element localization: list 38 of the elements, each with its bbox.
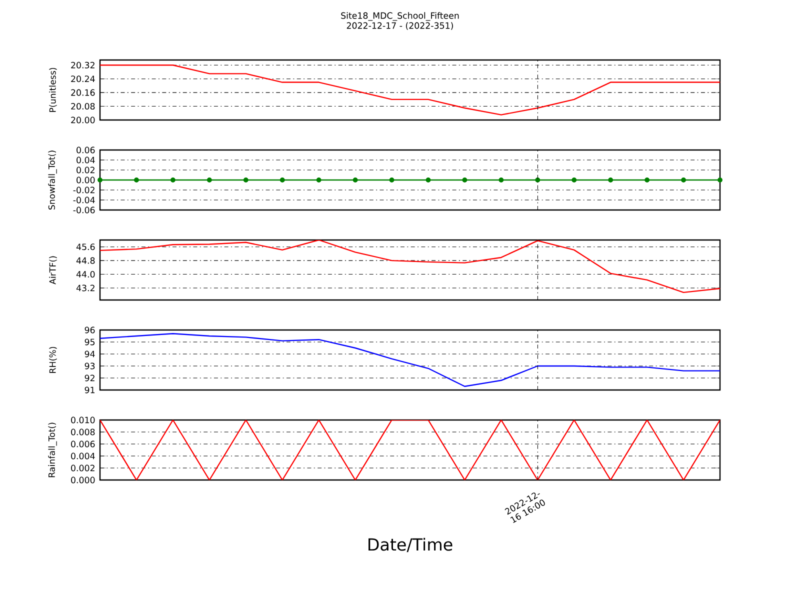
line-series xyxy=(100,333,720,387)
chart-subtitle: 2022-12-17 - (2022-351) xyxy=(346,22,453,30)
y-tick-label: 0.00 xyxy=(76,176,95,184)
y-tick-label: 43.2 xyxy=(76,284,94,292)
x-axis-title: Date/Time xyxy=(368,538,452,552)
y-tick-label: 0.006 xyxy=(71,440,95,448)
y-tick-label: 0.002 xyxy=(71,464,94,472)
y-tick-label: 0.004 xyxy=(71,452,95,460)
y-tick-label: 44.8 xyxy=(76,257,95,264)
y-tick-label: 45.6 xyxy=(76,244,95,250)
y-tick-label: 20.00 xyxy=(71,116,95,124)
chart-title: Site18_MDC_School_Fifteen xyxy=(341,12,459,21)
y-tick-label: 20.16 xyxy=(71,89,95,96)
y-tick-label: -0.04 xyxy=(73,196,95,204)
y-tick-label: -0.06 xyxy=(73,206,95,214)
y-tick-label: 94 xyxy=(84,350,95,358)
y-tick-label: 0.008 xyxy=(71,428,95,436)
y-tick-label: 91 xyxy=(84,386,94,394)
y-tick-label: 0.000 xyxy=(71,476,95,484)
y-tick-label: 92 xyxy=(84,374,94,382)
y-tick-label: -0.02 xyxy=(73,186,94,194)
y-axis-title: P(unitless) xyxy=(49,68,57,112)
y-tick-label: 95 xyxy=(84,338,95,346)
y-axis-title: RH(%) xyxy=(49,346,57,373)
y-tick-label: 20.32 xyxy=(71,62,94,68)
line-series xyxy=(100,240,720,294)
y-tick-label: 20.24 xyxy=(71,76,95,82)
y-axis-title: Snowfall_Tot() xyxy=(48,150,57,210)
y-tick-label: 44.0 xyxy=(76,270,95,278)
y-tick-label: 0.010 xyxy=(71,416,95,424)
y-axis-title: AirTF() xyxy=(49,256,57,284)
y-tick-label: 93 xyxy=(84,362,95,370)
y-tick-label: 20.08 xyxy=(71,102,95,110)
y-tick-label: 0.06 xyxy=(76,146,95,154)
y-axis-title: Rainfall_Tot() xyxy=(48,422,57,478)
y-tick-label: 0.04 xyxy=(76,156,95,164)
y-tick-label: 96 xyxy=(84,326,95,334)
y-tick-label: 0.02 xyxy=(76,166,94,174)
